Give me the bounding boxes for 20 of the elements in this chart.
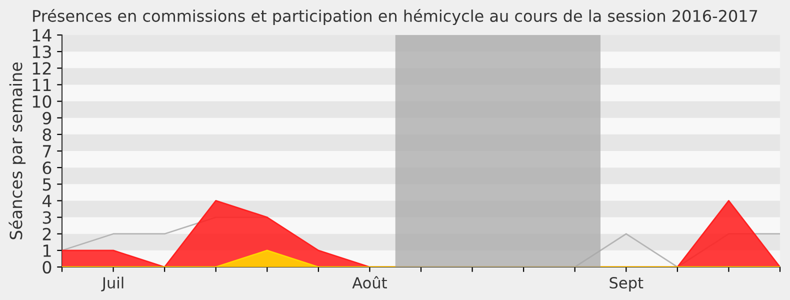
y-tick-label: 3 (42, 211, 51, 224)
y-tick-label: 12 (32, 62, 51, 74)
y-tick-label: 8 (42, 128, 52, 141)
x-tick-label: Sept (610, 276, 644, 292)
y-tick-label: 6 (42, 162, 52, 174)
y-tick-label: 4 (42, 194, 52, 208)
y-tick-label: 10 (32, 95, 52, 108)
y-tick-label: 1 (44, 244, 51, 257)
y-tick-label: 7 (43, 145, 51, 158)
y-tick-label: 0 (42, 260, 52, 274)
y-tick-label: 9 (42, 112, 52, 124)
chart-title: Présences en commissions et participation en hémicycle au cours de la session 2016-2017 (33, 8, 758, 26)
y-tick-label: 14 (32, 29, 52, 42)
y-tick-label: 11 (32, 78, 51, 92)
x-tick-label: Août (352, 276, 387, 289)
y-tick-label: 2 (42, 228, 51, 240)
y-axis-title: Séances par semaine (8, 62, 26, 240)
y-tick-label: 5 (42, 178, 51, 191)
y-tick-label: 13 (32, 46, 51, 58)
x-tick-label: Juil (101, 276, 124, 292)
